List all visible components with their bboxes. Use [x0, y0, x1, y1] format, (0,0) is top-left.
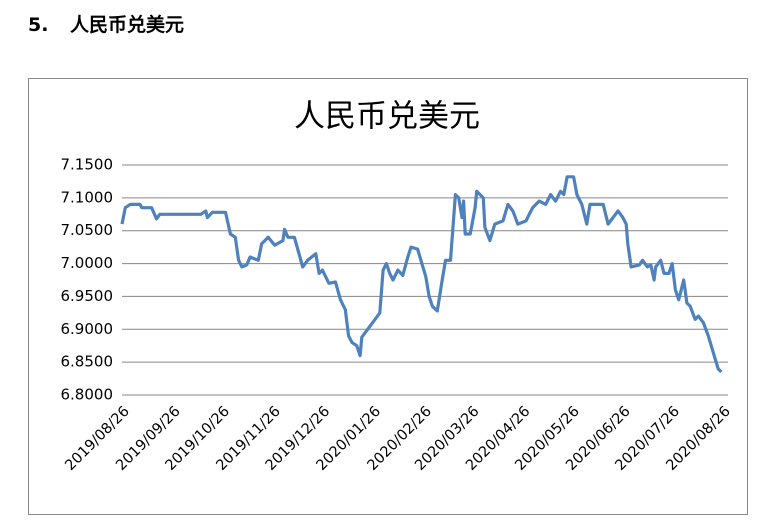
y-tick-label: 6.9500 — [61, 287, 114, 305]
chart-title: 人民币兑美元 — [294, 99, 480, 135]
section-heading: 5. 人民币兑美元 — [28, 10, 184, 37]
y-tick-label: 6.8000 — [61, 386, 114, 404]
y-tick-label: 7.1500 — [61, 156, 114, 174]
section-title: 人民币兑美元 — [70, 14, 185, 36]
section-number: 5. — [28, 14, 49, 36]
y-tick-label: 7.1000 — [61, 188, 114, 206]
y-tick-label: 7.0000 — [61, 254, 114, 272]
y-tick-label: 7.0500 — [61, 221, 114, 239]
y-tick-label: 6.8500 — [61, 353, 114, 371]
y-tick-label: 6.9000 — [61, 320, 114, 338]
series-line — [120, 175, 723, 374]
